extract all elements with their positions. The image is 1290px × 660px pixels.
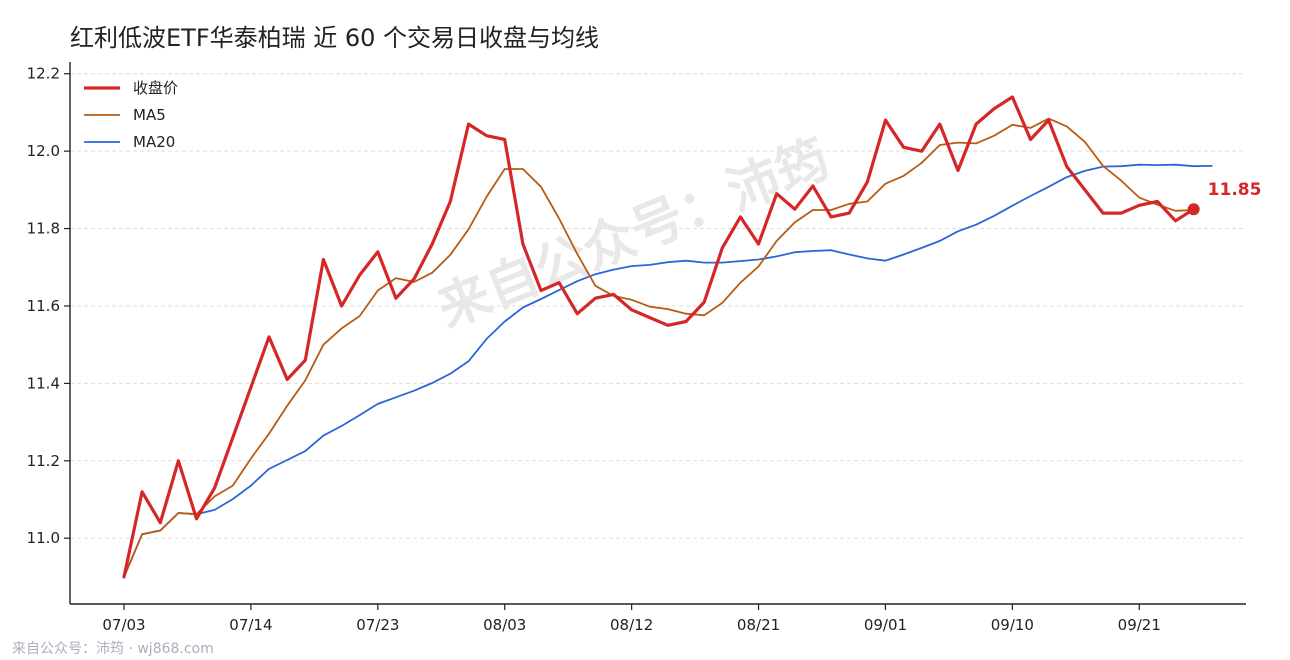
x-tick-label: 08/12 <box>610 616 653 634</box>
watermark-center: 来自公众号：沛筠 <box>430 129 838 340</box>
legend-label: MA20 <box>133 133 175 151</box>
y-tick-label: 12.0 <box>27 142 60 160</box>
x-tick-label: 08/21 <box>737 616 780 634</box>
x-tick-label: 09/01 <box>864 616 907 634</box>
y-tick-label: 11.2 <box>27 452 60 470</box>
y-tick-label: 12.2 <box>27 65 60 83</box>
x-tick-label: 07/23 <box>356 616 399 634</box>
ma5-line <box>123 117 1195 578</box>
x-tick-label: 09/10 <box>991 616 1034 634</box>
legend-label: MA5 <box>133 106 166 124</box>
last-value-marker: 11.85 <box>1187 180 1262 216</box>
footer-watermark: 来自公众号：沛筠 · wj868.com <box>12 641 214 657</box>
axes <box>69 62 1246 605</box>
gridlines <box>70 73 1246 539</box>
chart-title: 红利低波ETF华泰柏瑞 近 60 个交易日收盘与均线 <box>70 24 600 52</box>
x-axis-ticks: 07/03 07/14 07/23 08/03 08/12 08/21 09/01 09/10… <box>102 604 1161 634</box>
ma20-line <box>123 163 1213 578</box>
x-tick-label: 07/03 <box>102 616 145 634</box>
y-axis-ticks: 11.0 11.2 11.4 11.6 11.8 12.0 12.2 <box>27 65 70 547</box>
y-tick-label: 11.6 <box>27 297 60 315</box>
x-tick-label: 08/03 <box>483 616 526 634</box>
y-tick-label: 11.4 <box>27 374 60 392</box>
close-price-line <box>122 95 1196 579</box>
y-tick-label: 11.0 <box>27 529 60 547</box>
legend-label: 收盘价 <box>133 79 178 97</box>
last-value-label: 11.85 <box>1208 180 1262 200</box>
legend: 收盘价 MA5 MA20 <box>84 79 178 151</box>
x-tick-label: 07/14 <box>229 616 272 634</box>
last-point-dot <box>1187 203 1200 216</box>
y-tick-label: 11.8 <box>27 220 60 238</box>
x-tick-label: 09/21 <box>1118 616 1161 634</box>
series-lines <box>122 95 1213 579</box>
